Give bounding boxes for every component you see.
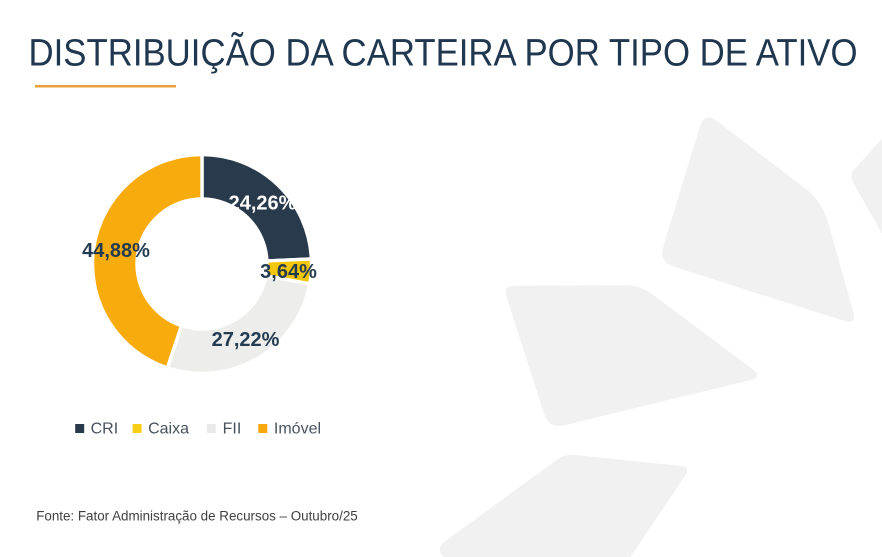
svg-text:DISTRIBUIÇÃO DA CARTEIRA POR T: DISTRIBUIÇÃO DA CARTEIRA POR TIPO DE ATI… xyxy=(29,32,858,75)
svg-text:CRI: CRI xyxy=(91,421,119,438)
svg-text:3,64%: 3,64% xyxy=(260,261,317,283)
svg-text:27,22%: 27,22% xyxy=(212,329,280,351)
svg-text:Caixa: Caixa xyxy=(148,421,189,438)
svg-text:Fonte: Fator Administração de: Fonte: Fator Administração de Recursos –… xyxy=(36,509,358,524)
svg-text:Imóvel: Imóvel xyxy=(274,421,321,438)
svg-text:24,26%: 24,26% xyxy=(229,193,297,215)
svg-text:FII: FII xyxy=(223,421,242,438)
svg-text:44,88%: 44,88% xyxy=(82,240,150,262)
